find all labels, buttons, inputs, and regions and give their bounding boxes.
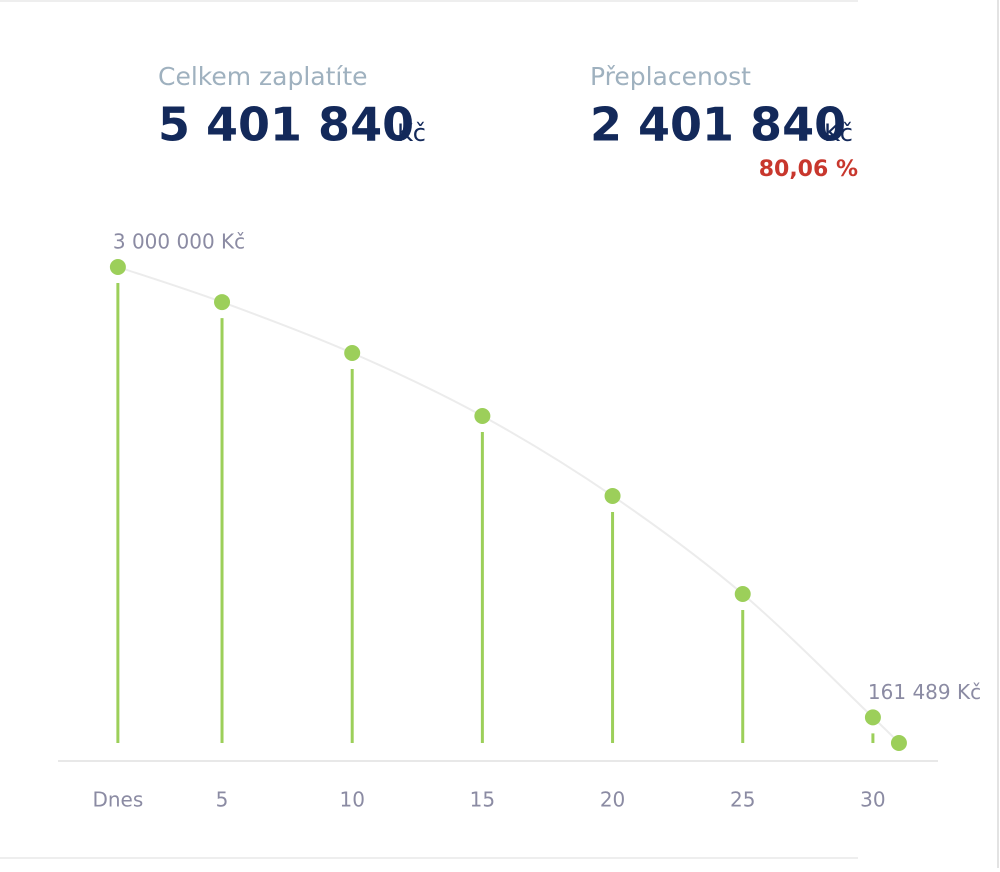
value-label: 161 489 Kč [868, 680, 981, 704]
point [109, 259, 126, 275]
total-value: 5 401 840 [158, 98, 414, 152]
overpay-value: 2 401 840 [590, 98, 846, 152]
x-tick-label: 5 [216, 788, 229, 812]
x-tick-label: 20 [600, 788, 625, 812]
point [890, 735, 907, 751]
x-tick-label: 30 [860, 788, 885, 812]
point [734, 586, 751, 603]
overpay-label: Přeplacenost [590, 62, 751, 91]
x-tick-label: 15 [470, 788, 495, 812]
value-label: 3 000 000 Kč [113, 230, 245, 254]
point [214, 294, 231, 311]
total-unit: Kč [397, 119, 426, 147]
point [474, 407, 491, 424]
x-tick-label: Dnes [92, 788, 143, 812]
point [604, 487, 621, 504]
x-tick-label: 10 [339, 788, 364, 812]
point [864, 709, 881, 726]
overpay-unit: Kč [824, 119, 853, 147]
point [344, 344, 361, 361]
trend-line [117, 266, 900, 744]
total-label: Celkem zaplatíte [158, 62, 368, 91]
x-tick-label: 25 [730, 788, 755, 812]
overpay-percent: 80,06 % [759, 157, 858, 182]
